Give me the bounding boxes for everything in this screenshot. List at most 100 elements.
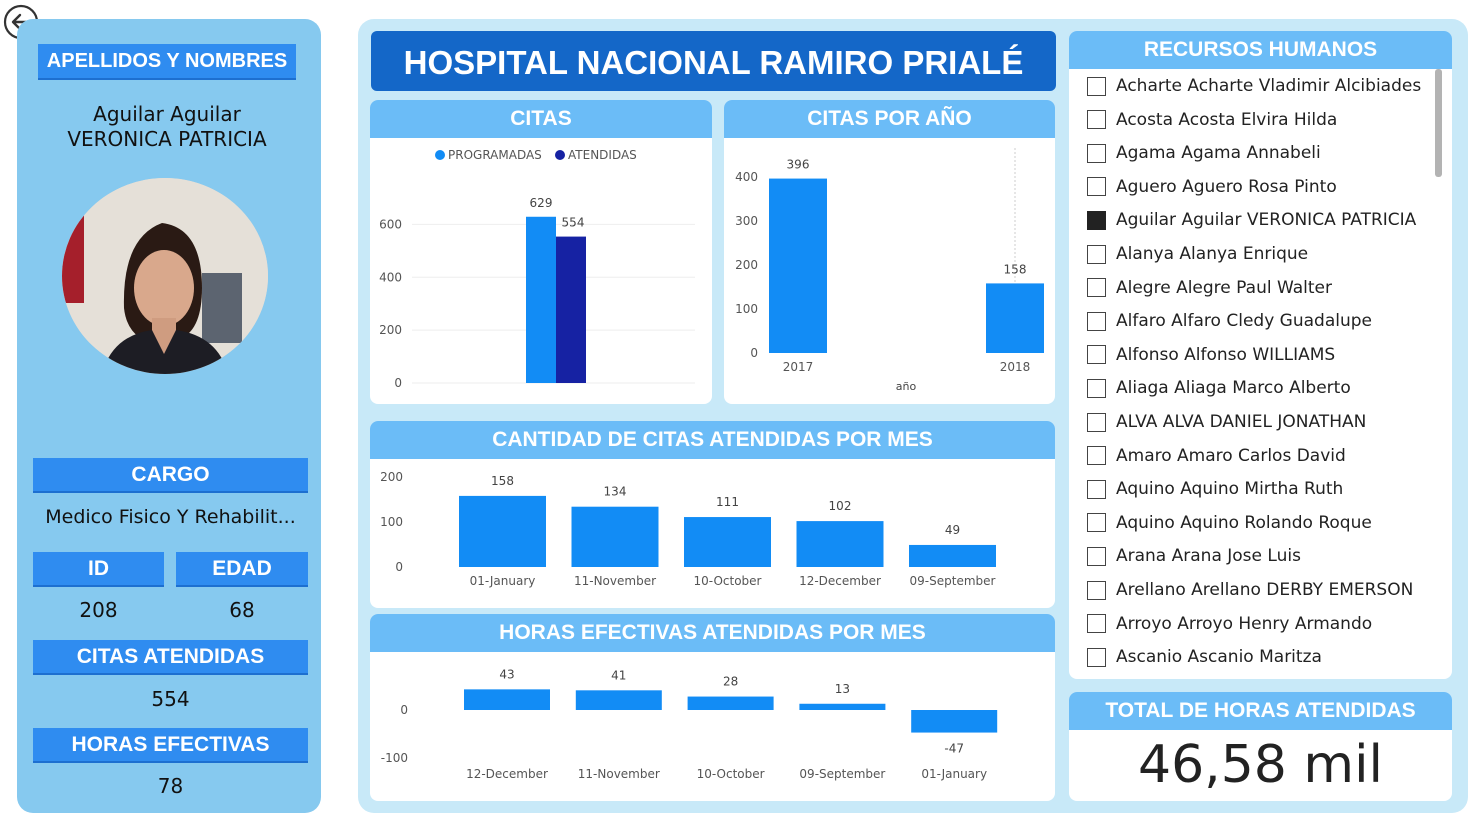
horas-por-mes-chart-title: HORAS EFECTIVAS ATENDIDAS POR MES [370,614,1055,652]
checkbox[interactable] [1087,278,1106,298]
citas-chart-title: CITAS [370,100,712,138]
data-label: 629 [530,196,553,210]
rrhh-item-label: Aguero Aguero Rosa Pinto [1116,176,1337,197]
bar-2018 [986,283,1044,353]
hospital-title: HOSPITAL NACIONAL RAMIRO PRIALÉ [371,31,1056,91]
x-tick-label: 2017 [783,360,814,374]
bar-month [575,690,662,710]
rrhh-list-item[interactable]: Aquino Aquino Rolando Roque [1087,508,1372,538]
cargo-header: CARGO [33,458,308,493]
bar-month [799,703,886,710]
data-label: 396 [787,158,810,172]
y-tick-label: 200 [380,470,403,484]
checkbox[interactable] [1087,378,1106,398]
y-tick-label: 100 [380,515,403,529]
bar-month [911,710,998,733]
checkbox[interactable] [1087,614,1106,634]
data-label: -47 [944,742,964,756]
checkbox[interactable] [1087,345,1106,365]
y-tick-label: 300 [735,214,758,228]
horas-efectivas-value: 78 [157,774,184,798]
y-tick-label: 400 [379,270,402,284]
checkbox[interactable] [1087,412,1106,432]
rrhh-list-item[interactable]: Arroyo Arroyo Henry Armando [1087,609,1372,639]
rrhh-item-label: Amaro Amaro Carlos David [1116,445,1346,466]
rrhh-list-item[interactable]: Acosta Acosta Elvira Hilda [1087,105,1337,135]
y-tick-label: 0 [395,560,403,574]
bar-month [571,506,659,567]
citas-por-anio-chart-title: CITAS POR AÑO [724,100,1055,138]
checkbox[interactable] [1087,580,1106,600]
data-label: 158 [491,474,514,488]
id-header: ID [33,552,164,587]
data-label: 111 [716,495,739,509]
rrhh-list-item[interactable]: Aguilar Aguilar VERONICA PATRICIA [1087,205,1416,235]
employee-photo [62,178,268,374]
checkbox[interactable] [1087,110,1106,130]
checkbox[interactable] [1087,546,1106,566]
rrhh-list-item[interactable]: Arellano Arellano DERBY EMERSON [1087,575,1413,605]
rrhh-list-item[interactable]: Amaro Amaro Carlos David [1087,441,1346,471]
rrhh-list-item[interactable]: Alfonso Alfonso WILLIAMS [1087,340,1335,370]
x-tick-label: 12-December [799,574,881,588]
rrhh-list-item[interactable]: Alfaro Alfaro Cledy Guadalupe [1087,306,1372,336]
checkbox[interactable] [1087,446,1106,466]
rrhh-item-label: Alegre Alegre Paul Walter [1116,277,1332,298]
rrhh-list-item[interactable]: Aguero Aguero Rosa Pinto [1087,172,1337,202]
x-axis-label: año [896,380,917,393]
name-header: APELLIDOS Y NOMBRES [38,44,296,80]
checkbox[interactable] [1087,513,1106,533]
rrhh-list-item[interactable]: ALVA ALVA DANIEL JONATHAN [1087,407,1366,437]
bar-month [464,689,550,710]
checkbox[interactable] [1087,244,1106,264]
checkbox[interactable] [1087,210,1106,230]
bar-atendidas [556,236,586,383]
recursos-humanos-slicer: RECURSOS HUMANOS Acharte Acharte Vladimi… [1069,31,1452,679]
rrhh-item-label: ALVA ALVA DANIEL JONATHAN [1116,412,1367,432]
rrhh-list-item[interactable]: Arana Arana Jose Luis [1087,541,1301,571]
y-tick-label: 0 [750,346,758,360]
checkbox[interactable] [1087,311,1106,331]
checkbox[interactable] [1087,479,1106,499]
id-value: 208 [79,598,118,622]
x-tick-label: 09-September [799,767,885,781]
horas-por-mes-card: HORAS EFECTIVAS ATENDIDAS POR MES 0 -100 4… [370,614,1055,801]
x-tick-label: 10-October [694,574,762,588]
citas-por-mes-chart-title: CANTIDAD DE CITAS ATENDIDAS POR MES [370,421,1055,459]
checkbox[interactable] [1087,647,1106,667]
bar-month [687,696,774,710]
rrhh-list-item[interactable]: Ascanio Ascanio Maritza [1087,642,1322,672]
data-label: 158 [1004,262,1027,276]
edad-value: 68 [229,598,255,622]
employee-name-line2: VERONICA PATRICIA [67,127,267,151]
rrhh-list-item[interactable]: Aliaga Aliaga Marco Alberto [1087,373,1351,403]
rrhh-item-label: Aliaga Aliaga Marco Alberto [1116,378,1351,399]
citas-atendidas-value: 554 [151,687,190,711]
horas-por-mes-chart: 0 -100 43 12-December 41 11-November 28 10-Octo… [381,667,998,781]
legend-marker [555,150,565,160]
rrhh-list-item[interactable]: Aquino Aquino Mirtha Ruth [1087,474,1343,504]
x-tick-label: 01-January [921,767,987,781]
data-label: 134 [604,485,627,499]
recursos-humanos-list[interactable]: Acharte Acharte Vladimir Alcibiades Acost… [1069,69,1452,679]
rrhh-item-label: Acharte Acharte Vladimir Alcibiades [1116,76,1422,96]
data-label: 554 [562,216,585,230]
data-label: 28 [723,675,738,689]
rrhh-item-label: Aquino Aquino Rolando Roque [1116,512,1372,533]
citas-por-anio-chart: 400 300 200 100 0 396 2017 158 2018 año [735,148,1044,393]
checkbox[interactable] [1087,143,1106,163]
list-scrollbar[interactable] [1435,69,1442,177]
rrhh-list-item[interactable]: Acharte Acharte Vladimir Alcibiades [1087,71,1421,101]
bar-month [684,517,771,567]
cargo-value: Medico Fisico Y Rehabilit... [45,506,296,528]
checkbox[interactable] [1087,177,1106,197]
rrhh-list-item[interactable]: Alegre Alegre Paul Walter [1087,273,1332,303]
rrhh-list-item[interactable]: Agama Agama Annabeli [1087,138,1321,168]
rrhh-list-item[interactable]: Alanya Alanya Enrique [1087,239,1308,269]
checkbox[interactable] [1087,76,1106,96]
rrhh-item-label: Alanya Alanya Enrique [1116,244,1309,264]
edad-header: EDAD [176,552,308,587]
y-tick-label: 0 [394,376,402,390]
y-tick-label: 600 [379,217,402,231]
bar-month [796,521,884,567]
